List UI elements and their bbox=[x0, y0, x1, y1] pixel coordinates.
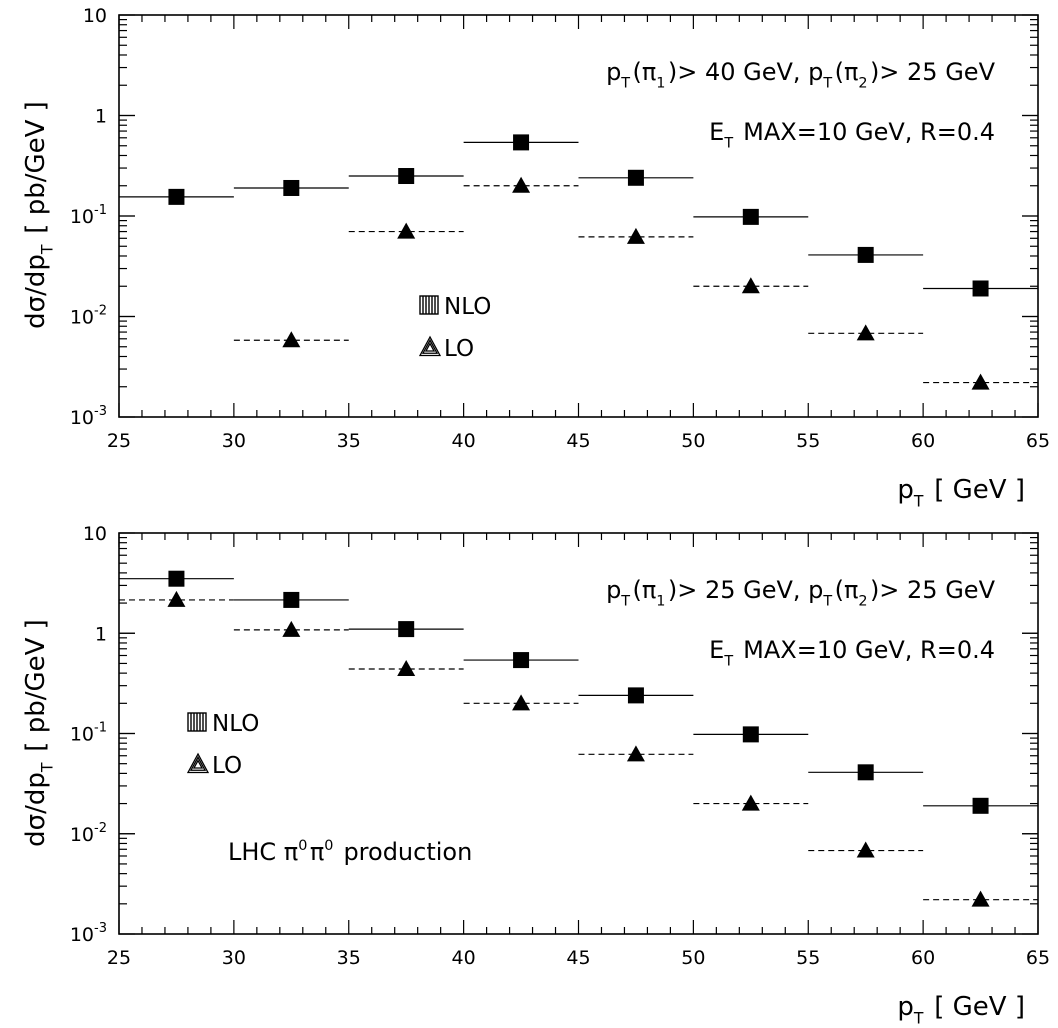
chart-1-nlo-point bbox=[513, 134, 530, 151]
chart-1-x-tick-label: 40 bbox=[452, 430, 476, 452]
chart-2-x-tick-label: 45 bbox=[566, 947, 590, 969]
chart-1-x-tick-label: 50 bbox=[681, 430, 705, 452]
chart-2-legend-lo-marker bbox=[186, 752, 210, 774]
chart-2-x-tick-label: 55 bbox=[796, 947, 820, 969]
chart-1-x-tick-label: 55 bbox=[796, 430, 820, 452]
chart-2-legend-nlo-marker bbox=[187, 712, 207, 732]
chart-2-y-tick-label: 10-1 bbox=[70, 721, 107, 746]
chart-2-legend-nlo-label: NLO bbox=[212, 711, 259, 737]
chart-2-y-tick-label: 10-3 bbox=[70, 921, 107, 946]
chart-1-nlo-point bbox=[168, 188, 185, 205]
chart-2-x-tick-label: 35 bbox=[337, 947, 361, 969]
chart-2-y-tick-label: 10-2 bbox=[70, 821, 107, 846]
chart-1-panel: 25 30 35 40 45 50 55 60 65 10-3 10-2 10-1 1 10 pT [ Ge… bbox=[21, 5, 1050, 510]
chart-1-lo-point bbox=[512, 176, 531, 193]
chart-2-panel: 25 30 35 40 45 50 55 60 65 10-3 10-2 10-1 1 10 pT [ Ge… bbox=[21, 523, 1050, 1027]
chart-2-annotation: LHC π0 π0 production bbox=[228, 838, 472, 866]
chart-1-nlo-point bbox=[857, 246, 874, 263]
chart-2-lo-point bbox=[856, 841, 875, 858]
chart-1-lo-point bbox=[626, 227, 645, 244]
chart-2-nlo-point bbox=[627, 687, 644, 704]
chart-1-x-tick-label: 30 bbox=[222, 430, 246, 452]
chart-2-x-tick-label: 30 bbox=[222, 947, 246, 969]
chart-2-lo-point bbox=[741, 794, 760, 811]
chart-1-lo-point bbox=[282, 331, 301, 348]
chart-1-x-tick-label: 25 bbox=[107, 430, 131, 452]
chart-2-nlo-point bbox=[168, 570, 185, 587]
chart-1-x-axis-label: pT [ GeV ] bbox=[897, 475, 1025, 510]
chart-2-y-tick-label: 10 bbox=[83, 523, 107, 545]
chart-2-x-tick-label: 50 bbox=[681, 947, 705, 969]
chart-2-lo-point bbox=[282, 620, 301, 637]
chart-1-nlo-point bbox=[627, 169, 644, 186]
chart-2-annotation: pT (π1 )> 25 GeV, pT (π2 )> 25 GeV bbox=[606, 576, 996, 610]
chart-1-nlo-point bbox=[972, 280, 989, 297]
chart-1-y-tick-label: 10-2 bbox=[70, 304, 107, 329]
chart-2-nlo-point bbox=[513, 652, 530, 669]
chart-1-y-tick-label: 10-1 bbox=[70, 203, 107, 228]
chart-1-nlo-point bbox=[742, 208, 759, 225]
chart-1-x-tick-label: 45 bbox=[566, 430, 590, 452]
chart-2-legend-lo-label: LO bbox=[212, 753, 242, 779]
chart-2-x-tick-label: 65 bbox=[1026, 947, 1050, 969]
chart-1-x-tick-label: 60 bbox=[911, 430, 935, 452]
chart-2-annotation: ET MAX=10 GeV, R=0.4 bbox=[709, 636, 995, 670]
chart-2-nlo-point bbox=[398, 621, 415, 638]
chart-2-lo-point bbox=[397, 659, 416, 676]
chart-2-x-tick-label: 25 bbox=[107, 947, 131, 969]
chart-1-nlo-point bbox=[398, 168, 415, 185]
chart-1-lo-point bbox=[971, 373, 990, 390]
chart-1-annotation: ET MAX=10 GeV, R=0.4 bbox=[709, 118, 995, 152]
chart-1-x-tick-label: 65 bbox=[1026, 430, 1050, 452]
chart-2-lo-point bbox=[167, 590, 186, 607]
chart-2-y-tick-label: 1 bbox=[95, 623, 107, 645]
chart-1-x-tick-label: 35 bbox=[337, 430, 361, 452]
chart-1-nlo-point bbox=[283, 179, 300, 196]
chart-1-y-tick-label: 1 bbox=[95, 106, 107, 128]
chart-2-x-tick-label: 60 bbox=[911, 947, 935, 969]
chart-1-legend-nlo-label: NLO bbox=[444, 294, 491, 320]
chart-2-nlo-point bbox=[283, 591, 300, 608]
chart-2-nlo-point bbox=[742, 726, 759, 743]
chart-2-y-axis-label: dσ/dpT [ pb/GeV ] bbox=[21, 619, 56, 847]
chart-2-lo-point bbox=[512, 694, 531, 711]
chart-2-x-tick-label: 40 bbox=[452, 947, 476, 969]
chart-1-legend-nlo-marker bbox=[419, 295, 439, 315]
chart-1-y-axis-label: dσ/dpT [ pb/GeV ] bbox=[21, 101, 56, 329]
chart-1-y-tick-label: 10 bbox=[83, 5, 107, 27]
chart-1-lo-point bbox=[741, 277, 760, 294]
chart-2-lo-point bbox=[971, 890, 990, 907]
chart-2-lo-point bbox=[626, 745, 645, 762]
chart-1-lo-point bbox=[397, 222, 416, 239]
chart-1-legend-lo-marker bbox=[418, 335, 442, 357]
chart-1-legend-lo-label: LO bbox=[444, 336, 474, 362]
chart-1-annotation: pT (π1 )> 40 GeV, pT (π2 )> 25 GeV bbox=[606, 58, 996, 92]
chart-2-nlo-point bbox=[972, 797, 989, 814]
chart-2-nlo-point bbox=[857, 764, 874, 781]
chart-1-lo-point bbox=[856, 324, 875, 341]
chart-1-y-tick-label: 10-3 bbox=[70, 404, 107, 429]
chart-2-x-axis-label: pT [ GeV ] bbox=[897, 992, 1025, 1027]
